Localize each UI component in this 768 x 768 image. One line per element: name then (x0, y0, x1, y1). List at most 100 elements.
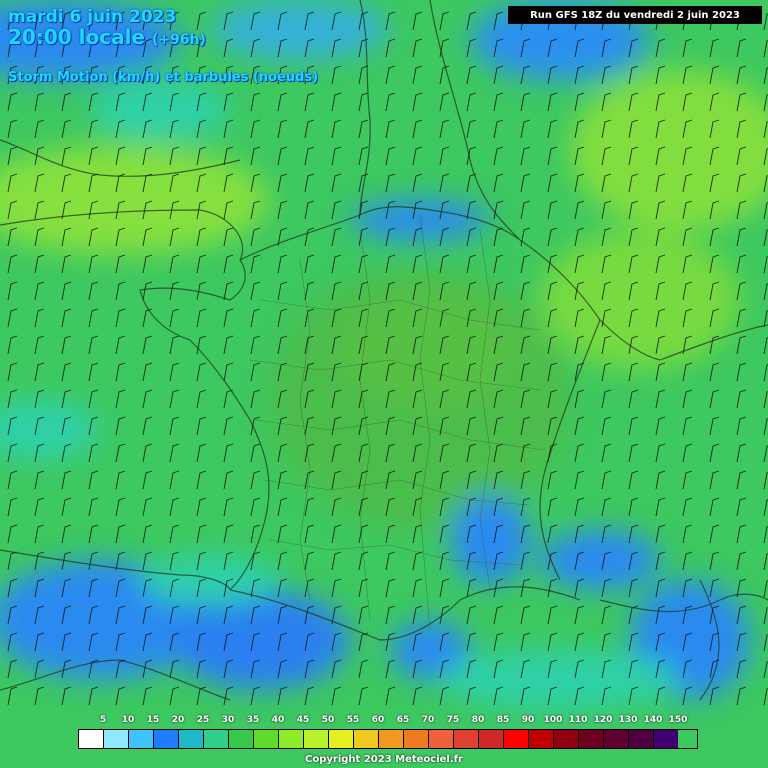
wind-barb (439, 227, 450, 247)
legend-label: 15 (146, 715, 160, 725)
wind-barb (493, 524, 504, 544)
wind-barb (466, 308, 477, 328)
wind-barb (574, 578, 585, 598)
wind-barb (439, 335, 450, 355)
legend-label: 75 (446, 715, 460, 725)
wind-barb (682, 524, 693, 544)
wind-barb (655, 335, 666, 355)
wind-barb (358, 11, 369, 31)
wind-barb (520, 470, 531, 490)
wind-barb (763, 121, 768, 139)
wind-barb (169, 470, 180, 490)
wind-barb (196, 146, 207, 166)
wind-barb (601, 497, 612, 517)
wind-barb (736, 227, 747, 247)
wind-barb (61, 659, 72, 679)
wind-barb (763, 526, 768, 544)
wind-barb (466, 38, 477, 58)
wind-barb (7, 335, 18, 355)
wind-barb (628, 632, 639, 652)
wind-barb (628, 686, 639, 706)
wind-barb (223, 524, 234, 544)
wind-barb (655, 362, 666, 382)
wind-barb (250, 200, 261, 220)
wind-barb (655, 65, 666, 85)
wind-barb (520, 173, 531, 193)
wind-barb (142, 470, 153, 490)
wind-barb (547, 578, 558, 598)
legend-swatch (604, 730, 629, 748)
wind-barb (331, 443, 342, 463)
wind-barb (547, 38, 558, 58)
wind-barb (601, 416, 612, 436)
wind-barb (736, 38, 747, 58)
wind-barb (655, 254, 666, 274)
wind-barb (88, 362, 99, 382)
wind-barb (385, 551, 396, 571)
wind-barb (61, 497, 72, 517)
wind-barb (493, 605, 504, 625)
wind-barb (331, 605, 342, 625)
wind-barb (682, 470, 693, 490)
wind-barb (574, 200, 585, 220)
wind-barb (385, 497, 396, 517)
wind-barb (142, 281, 153, 301)
wind-barb (331, 416, 342, 436)
wind-barb (196, 470, 207, 490)
wind-barb (601, 200, 612, 220)
wind-barb (763, 94, 768, 112)
wind-barb (7, 362, 18, 382)
wind-barb (88, 38, 99, 58)
wind-barb (304, 173, 315, 193)
wind-barb (736, 335, 747, 355)
wind-barb (88, 65, 99, 85)
wind-barb (88, 416, 99, 436)
wind-barb (763, 364, 768, 382)
wind-barb (277, 254, 288, 274)
wind-barb (7, 389, 18, 409)
wind-barb (61, 470, 72, 490)
wind-barb (196, 335, 207, 355)
wind-barb (142, 686, 153, 706)
wind-barb (7, 200, 18, 220)
wind-barb (736, 65, 747, 85)
wind-barb (223, 389, 234, 409)
wind-barb (574, 524, 585, 544)
legend-swatch (654, 730, 678, 748)
wind-barb (331, 497, 342, 517)
wind-barb (709, 254, 720, 274)
wind-barb (547, 524, 558, 544)
wind-barb (574, 281, 585, 301)
wind-barb (61, 308, 72, 328)
wind-barb (439, 524, 450, 544)
wind-barb (304, 65, 315, 85)
wind-barb (736, 389, 747, 409)
wind-barb (493, 686, 504, 706)
wind-barb (547, 146, 558, 166)
wind-barb (142, 173, 153, 193)
wind-barb (628, 173, 639, 193)
wind-barb (34, 308, 45, 328)
wind-barb (304, 686, 315, 706)
wind-barb (601, 524, 612, 544)
wind-barb (142, 254, 153, 274)
wind-barb (655, 200, 666, 220)
wind-barb (34, 659, 45, 679)
legend-swatch (354, 730, 379, 748)
wind-barb (628, 389, 639, 409)
wind-barb (277, 686, 288, 706)
wind-barb (196, 38, 207, 58)
wind-barb (358, 659, 369, 679)
wind-barb (385, 443, 396, 463)
wind-barb (412, 92, 423, 112)
wind-barb (277, 416, 288, 436)
wind-barb (304, 551, 315, 571)
wind-barb (331, 686, 342, 706)
wind-barb (61, 416, 72, 436)
wind-barb (142, 632, 153, 652)
wind-barb (628, 497, 639, 517)
wind-barb (304, 659, 315, 679)
wind-barb (142, 11, 153, 31)
wind-barb (601, 335, 612, 355)
